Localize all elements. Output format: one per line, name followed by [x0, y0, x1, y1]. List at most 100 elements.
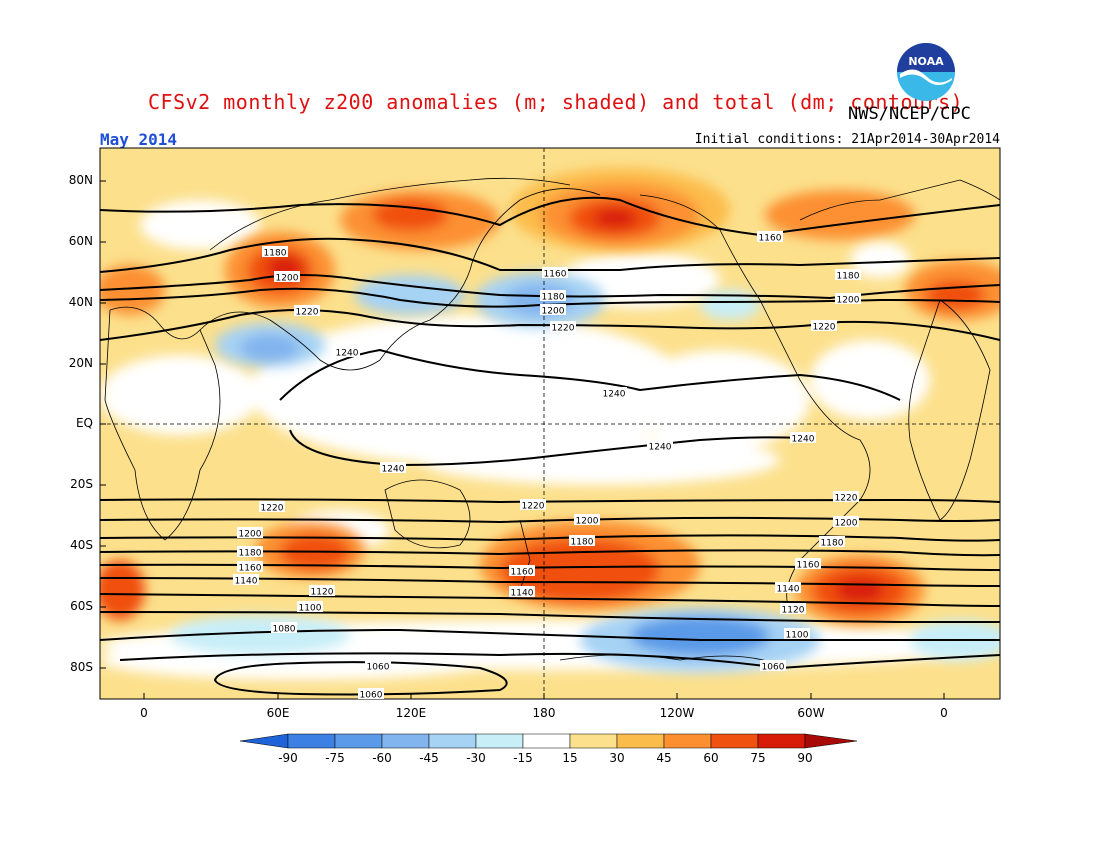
colorbar-label: 60 — [703, 751, 719, 765]
contour-label: 1160 — [544, 270, 567, 280]
contour-label-bg — [647, 440, 673, 451]
lat-label: 80N — [68, 173, 93, 187]
contour-label-bg — [294, 305, 320, 316]
contour-label: 1160 — [239, 564, 262, 574]
contour-label: 1120 — [311, 588, 334, 598]
colorbar-cell — [663, 733, 712, 749]
colorbar-cell — [287, 733, 336, 749]
contour-label-bg — [819, 536, 845, 547]
colorbar-cell — [428, 733, 477, 749]
contour-label-bg — [520, 499, 546, 510]
contour-label: 1080 — [273, 625, 296, 635]
colorbar-cell — [522, 733, 571, 749]
contour-label: 1180 — [821, 539, 844, 549]
lon-label: 120E — [395, 706, 427, 720]
contour-label: 1140 — [777, 585, 800, 595]
contour-label-bg — [601, 387, 627, 398]
chart-title: CFSv2 monthly z200 anomalies (m; shaded)… — [148, 90, 964, 114]
reference-lines — [100, 148, 1000, 699]
colorbar-label: 15 — [562, 751, 578, 765]
contour-label-bg — [509, 586, 535, 597]
colorbar-label: -30 — [466, 751, 486, 765]
colorbar-label: 45 — [656, 751, 672, 765]
contour-label-bg — [574, 514, 600, 525]
colorbar-label: -45 — [419, 751, 439, 765]
contour-label-bg — [795, 558, 821, 569]
contour-label-layer: 1180 1200 1220 1240 1160 1180 1200 1220 1240 1240… — [233, 231, 861, 701]
contour-label: 1240 — [792, 435, 815, 445]
contour-label: 1240 — [603, 390, 626, 400]
contour-label: 1060 — [762, 663, 785, 673]
colorbar-cell — [710, 733, 759, 749]
total-contours — [100, 196, 1000, 696]
contour-label: 1200 — [837, 296, 860, 306]
contour-label-bg — [237, 561, 263, 572]
credit-label: NWS/NCEP/CPC — [848, 104, 971, 124]
contour-label: 1180 — [239, 549, 262, 559]
colorbar-cell — [616, 733, 665, 749]
lat-label: 80S — [70, 660, 93, 674]
contour-label: 1200 — [276, 274, 299, 284]
colorbar-label: 75 — [750, 751, 766, 765]
contour-label: 1140 — [511, 589, 534, 599]
contour-label-bg — [780, 603, 806, 614]
contour-label: 1200 — [576, 517, 599, 527]
contour-label-bg — [259, 501, 285, 512]
contour-label-bg — [380, 462, 406, 473]
lon-label: 120W — [659, 706, 695, 720]
colorbar-cell — [334, 733, 383, 749]
contour-label: 1100 — [299, 604, 322, 614]
colorbar-label: 90 — [797, 751, 813, 765]
contour-label: 1180 — [571, 538, 594, 548]
contour-label-bg — [757, 231, 783, 242]
contour-label-bg — [309, 585, 335, 596]
contour-label-bg — [237, 527, 263, 538]
colorbar-label: -60 — [372, 751, 392, 765]
contour-label: 1220 — [261, 504, 284, 514]
lat-label: 40S — [70, 538, 93, 552]
contour-label-bg — [271, 622, 297, 633]
contour-label-bg — [833, 516, 859, 527]
contour-label: 1240 — [649, 443, 672, 453]
contour-label-bg — [274, 271, 300, 282]
colorbar-label: -90 — [278, 751, 298, 765]
contour-label: 1200 — [835, 519, 858, 529]
contour-label-bg — [358, 688, 384, 699]
colorbar-label: -75 — [325, 751, 345, 765]
contour-label-bg — [790, 432, 816, 443]
contour-label: 1160 — [511, 568, 534, 578]
contour-label: 1240 — [382, 465, 405, 475]
contour-label-bg — [509, 565, 535, 576]
colorbar-left-arrow — [239, 733, 289, 749]
contour-label-bg — [237, 546, 263, 557]
axis-ticks — [100, 180, 945, 699]
colorbar — [239, 733, 858, 749]
contour-label-bg — [550, 321, 576, 332]
lat-label: 60N — [68, 234, 93, 248]
contour-label: 1180 — [837, 272, 860, 282]
colorbar-label: -15 — [513, 751, 533, 765]
lat-label: 60S — [70, 599, 93, 613]
contour-label-bg — [540, 290, 566, 301]
contour-label-bg — [569, 535, 595, 546]
contour-label: 1180 — [264, 249, 287, 259]
contour-label: 1160 — [759, 234, 782, 244]
lat-label: 20S — [70, 477, 93, 491]
contour-label: 1060 — [360, 691, 383, 701]
contour-label: 1160 — [797, 561, 820, 571]
contour-label: 1200 — [239, 530, 262, 540]
contour-label: 1220 — [522, 502, 545, 512]
colorbar-cell — [757, 733, 806, 749]
contour-label-bg — [542, 267, 568, 278]
initial-conditions-label: Initial conditions: 21Apr2014-30Apr2014 — [694, 132, 1000, 147]
contour-label-bg — [233, 574, 259, 585]
contour-label: 1220 — [835, 494, 858, 504]
contour-label: 1200 — [542, 307, 565, 317]
contour-label-bg — [262, 246, 288, 257]
lon-label: 0 — [140, 706, 148, 720]
colorbar-cell — [569, 733, 618, 749]
contour-label: 1140 — [235, 577, 258, 587]
lat-label: 20N — [68, 356, 93, 370]
contour-label-bg — [784, 628, 810, 639]
